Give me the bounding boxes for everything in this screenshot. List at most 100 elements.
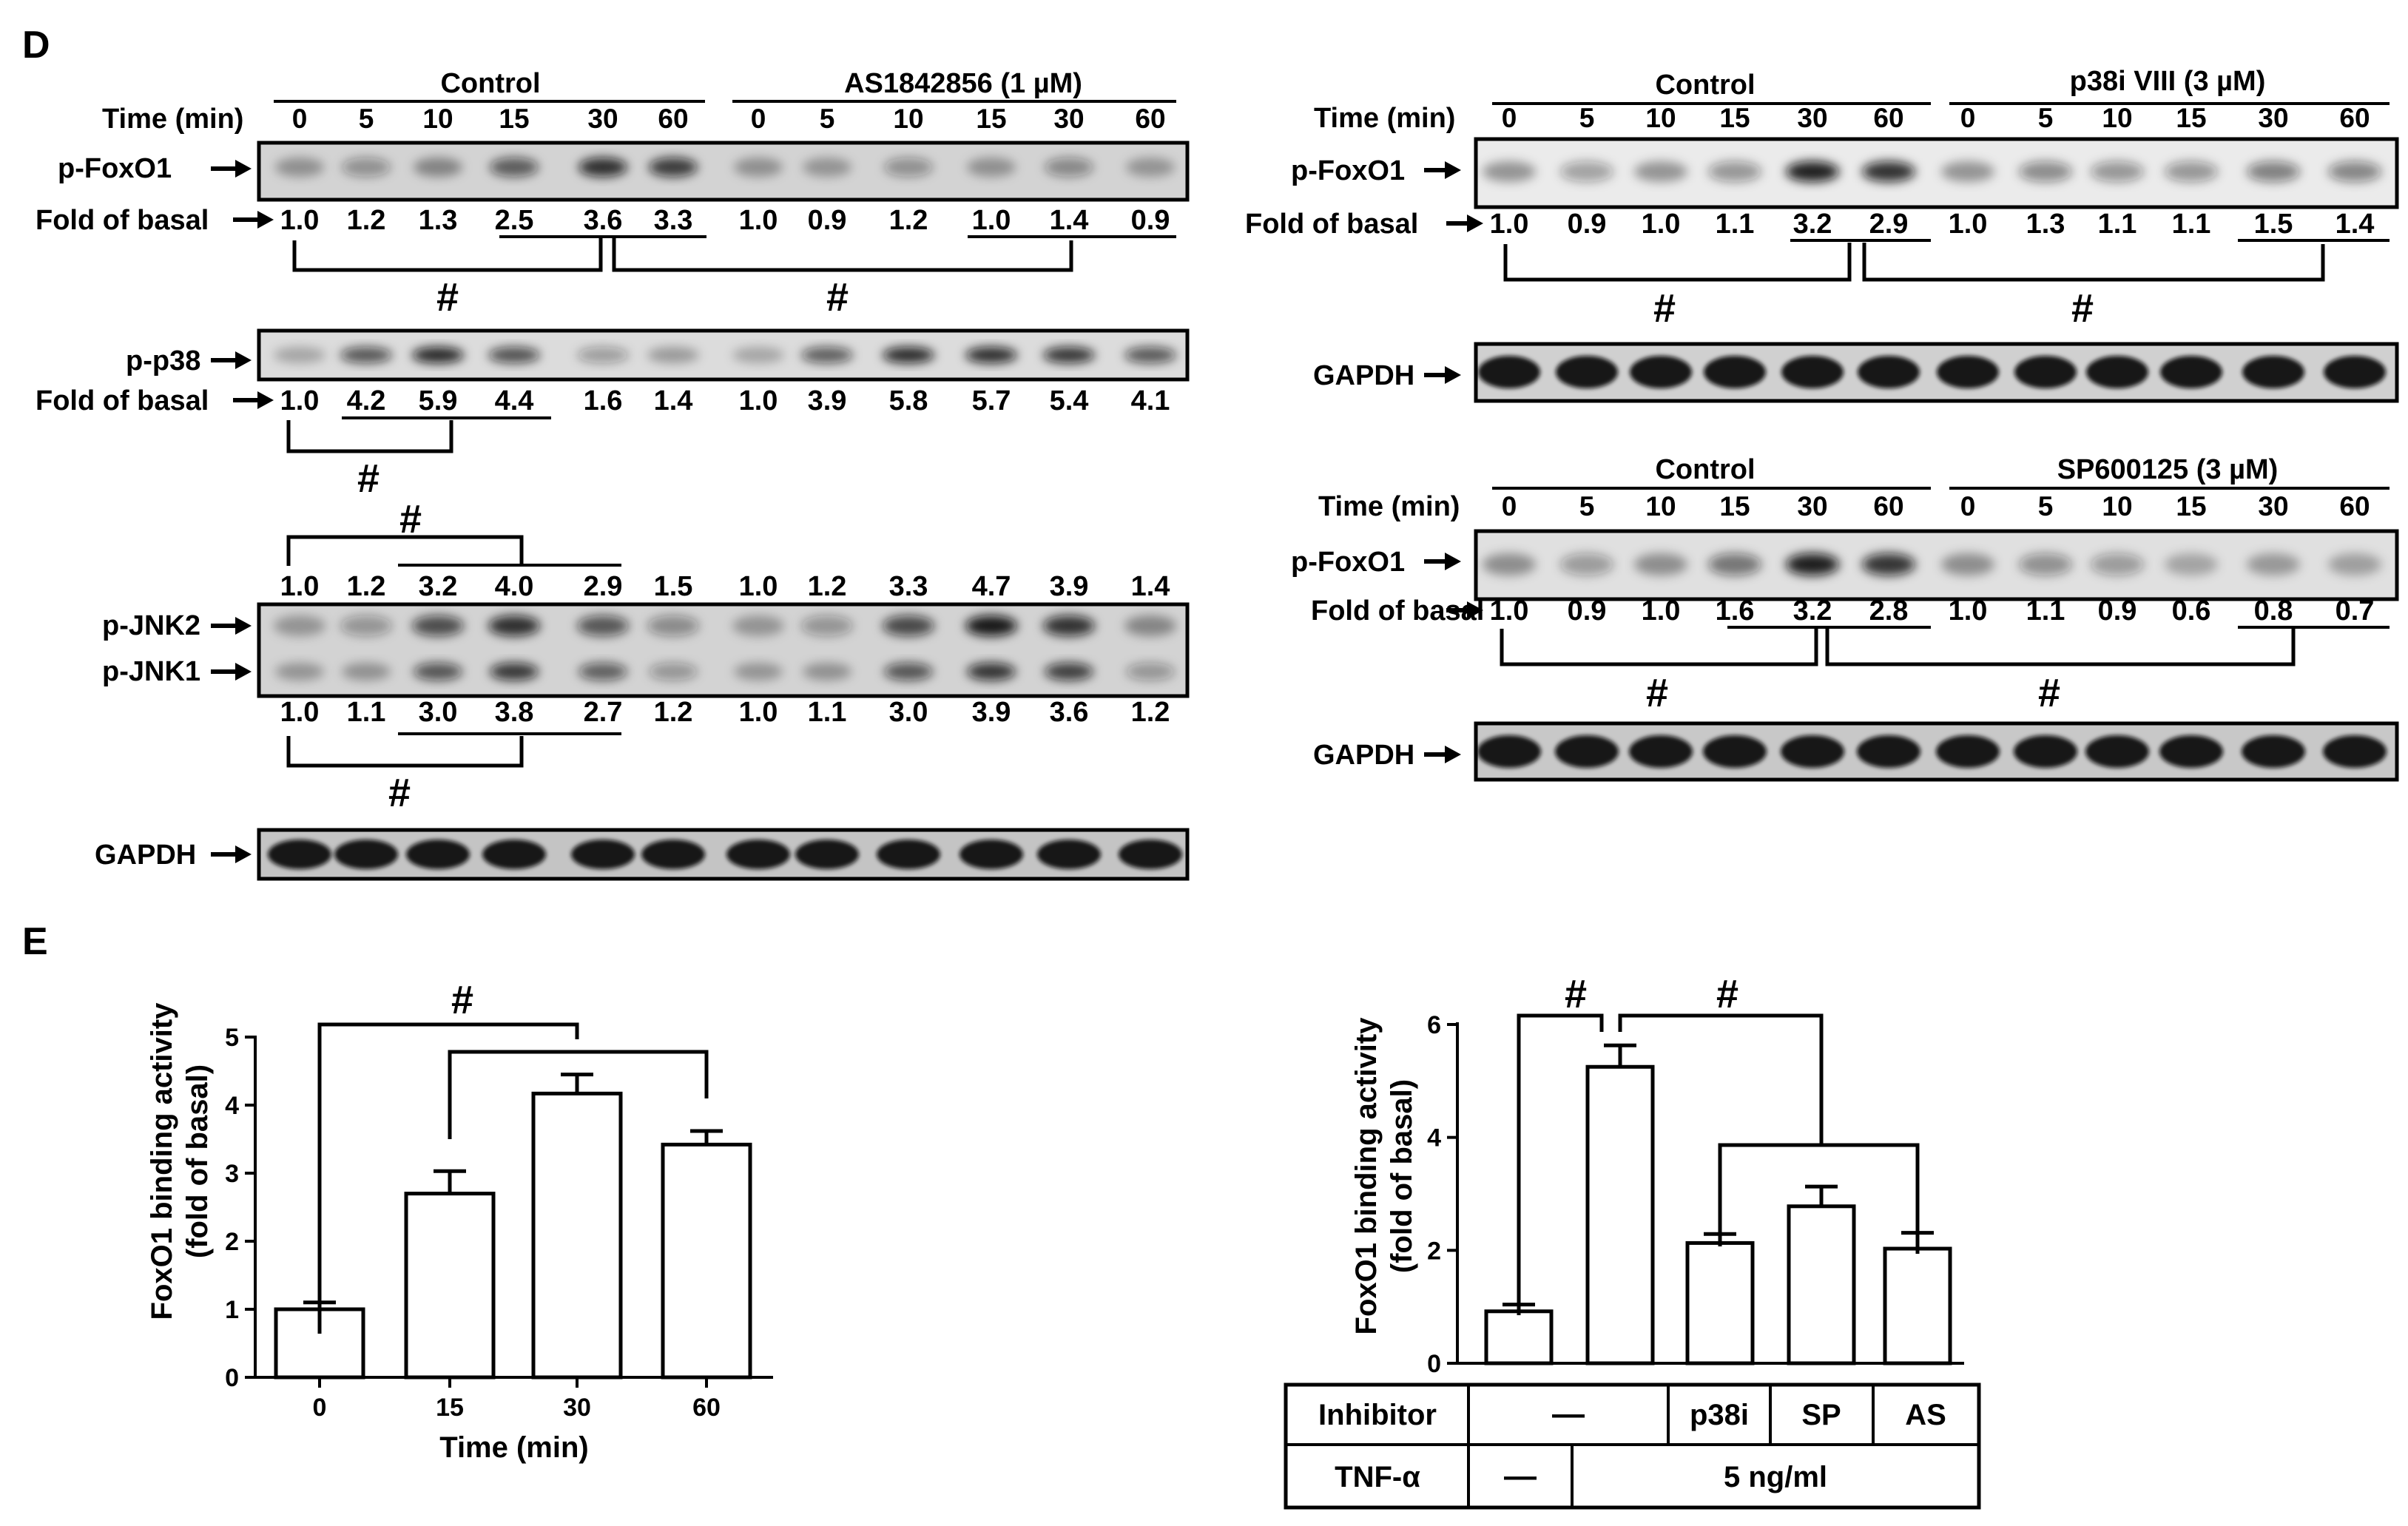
fold-value: 1.0 (280, 697, 320, 728)
blot-band (274, 347, 326, 363)
blot-band (490, 663, 539, 681)
blot-band (2328, 161, 2381, 182)
x-tick-label: 15 (436, 1394, 464, 1422)
left-pfoxo1-bands (275, 158, 1175, 177)
fold-value: 3.0 (419, 697, 458, 728)
significance-hash: # (451, 978, 473, 1022)
blot-band (1560, 553, 1613, 575)
time-value: 30 (1797, 103, 1827, 133)
left-treatment-header: AS1842856 (1 µM) (844, 68, 1082, 99)
right-top-values: 1.0 0.9 1.0 1.1 3.2 2.9 1.0 1.3 1.1 1.1 1.5 1.4 (1490, 209, 2375, 240)
fold-value: 1.2 (654, 697, 693, 728)
blot-band (1045, 663, 1093, 681)
fold-value: 3.3 (889, 571, 928, 602)
blot-band (482, 840, 546, 869)
right-bottom-treatment-header: SP600125 (3 µM) (2057, 454, 2279, 485)
fold-value: 5.9 (419, 385, 458, 416)
bar (404, 1192, 496, 1380)
blot-band (412, 347, 464, 363)
fold-value: 1.3 (2026, 209, 2065, 240)
fold-value: 1.6 (584, 385, 623, 416)
blot-band (340, 347, 392, 363)
left-pjnk1-label: p-JNK1 (102, 656, 200, 687)
right-top-pfoxo1-label: p-FoxO1 (1291, 155, 1405, 186)
fold-value: 1.5 (2254, 209, 2293, 240)
blot-band (1862, 161, 1915, 182)
blot-band (2091, 553, 2144, 575)
blot-band (579, 663, 627, 681)
fold-value: 1.0 (280, 205, 320, 236)
blot-band (726, 840, 790, 869)
blot-band (1634, 553, 1687, 575)
blot-band (1857, 735, 1920, 768)
arrow-icon (1424, 746, 1461, 763)
blot-band (2014, 735, 2077, 768)
panel-e-label: E (22, 920, 48, 963)
left-fold-label-1: Fold of basal (36, 205, 209, 236)
blot-band (412, 615, 464, 636)
right-top-treatment-header: p38i VIII (3 µM) (2070, 66, 2266, 97)
fold-value: 0.9 (1131, 205, 1170, 236)
fold-value: 1.0 (280, 385, 320, 416)
blot-band (2328, 553, 2381, 575)
table-p38i: p38i (1690, 1399, 1749, 1431)
significance-hash: # (1565, 972, 1587, 1016)
fold-value: 1.2 (347, 205, 386, 236)
blot-band (1862, 553, 1915, 575)
blot-band (647, 615, 699, 636)
right-top-pfoxo1-blot (1474, 137, 2399, 209)
comparison-bracket (292, 237, 603, 272)
blot-band (2323, 735, 2387, 768)
blot-band (801, 615, 853, 636)
right-bottom-gapdh-bands (1477, 735, 2387, 768)
arrow-icon (1424, 366, 1461, 384)
blot-band (1786, 161, 1839, 182)
arrow-icon (1446, 215, 1483, 232)
time-value: 5 (359, 104, 374, 134)
fold-value: 0.6 (2172, 595, 2211, 627)
blot-band (275, 158, 324, 177)
comparison-bracket (286, 535, 524, 566)
blot-band (1781, 735, 1844, 768)
fold-value: 1.0 (739, 571, 778, 602)
fold-value: 0.9 (1568, 209, 1607, 240)
left-blot-panel: Control AS1842856 (1 µM) Time (min) 0 5 10… (36, 68, 1190, 881)
fold-value: 5.7 (972, 385, 1011, 416)
time-value: 30 (1797, 491, 1827, 521)
blot-band (2019, 553, 2072, 575)
blot-band (2086, 356, 2148, 388)
blot-band (1703, 735, 1767, 768)
significance-hash: # (388, 771, 411, 815)
fold-value: 1.1 (2172, 209, 2211, 240)
fold-value: 1.2 (1131, 697, 1170, 728)
blot-band (268, 840, 331, 869)
chart1-ylabel-line2: (fold of basal) (181, 1064, 214, 1258)
left-pfoxo1-values: 1.0 1.2 1.3 2.5 3.6 3.3 1.0 0.9 1.2 1.0 1.4 0.9 (280, 205, 1170, 236)
chart1-y-ticks: 0 1 2 3 4 5 (225, 1024, 255, 1392)
time-value: 10 (422, 104, 453, 134)
left-pjnk-blot (257, 602, 1190, 698)
blot-band (577, 347, 629, 363)
blot-band (884, 158, 933, 177)
significance-hash: # (399, 497, 422, 541)
significance-hash: # (1716, 972, 1738, 1016)
significance-hash: # (436, 275, 459, 320)
left-fold-label-2: Fold of basal (36, 385, 209, 416)
time-value: 5 (2038, 103, 2054, 133)
y-tick-label: 0 (225, 1364, 239, 1392)
fold-value: 1.0 (1949, 595, 1988, 627)
bar (1484, 1309, 1554, 1365)
blot-band (965, 347, 1017, 363)
blot-band (1045, 158, 1093, 177)
table-tnf-label: TNF-α (1335, 1461, 1420, 1493)
time-value: 5 (2038, 491, 2054, 521)
time-value: 15 (976, 104, 1006, 134)
significance-hash: # (1646, 671, 1668, 715)
fold-value: 1.5 (654, 571, 693, 602)
left-gapdh-label: GAPDH (95, 840, 196, 871)
blot-band (732, 615, 784, 636)
comparison-bracket (448, 1050, 709, 1139)
blot-band (967, 663, 1016, 681)
chart1-xlabel: Time (min) (439, 1431, 589, 1464)
y-tick-label: 3 (225, 1160, 239, 1188)
